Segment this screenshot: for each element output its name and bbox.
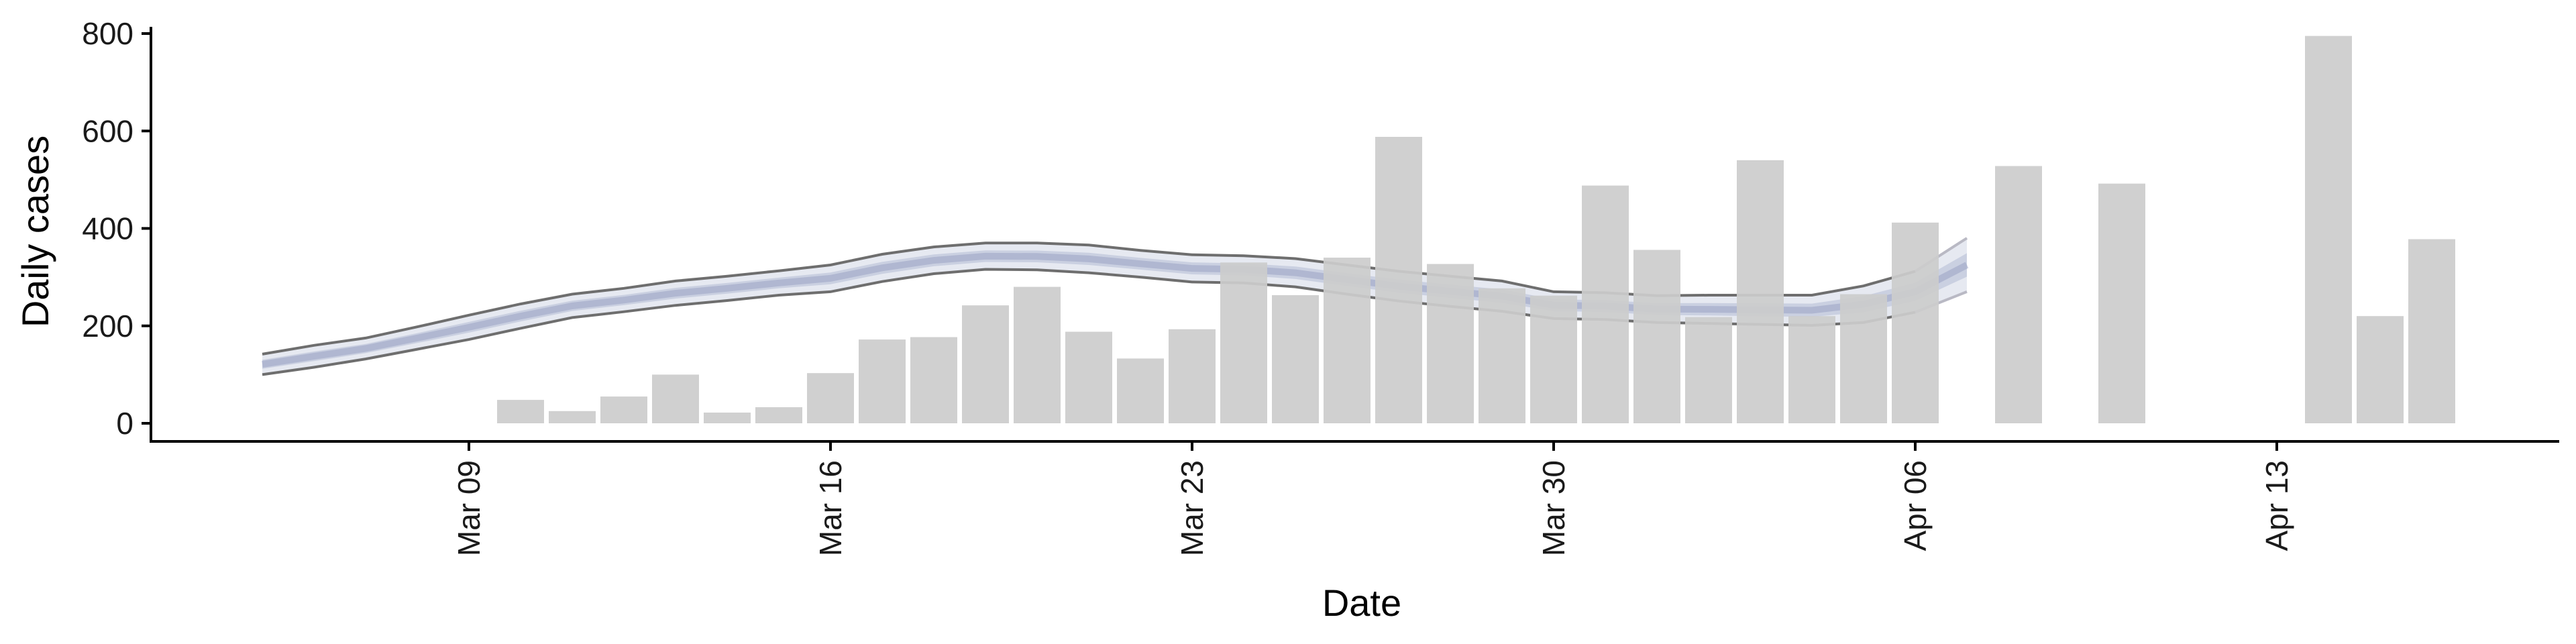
bar-2020-04-14 [2305, 36, 2352, 424]
bar-2020-03-28 [1427, 264, 1474, 423]
bar-2020-03-22 [1117, 358, 1164, 423]
bar-2020-03-16 [807, 373, 854, 423]
bar-2020-03-10 [497, 400, 544, 423]
x-axis-title: Date [1322, 582, 1401, 624]
bar-2020-03-18 [910, 337, 957, 423]
bar-2020-04-04 [1788, 316, 1835, 423]
x-tick-label-2020-03-23: Mar 23 [1175, 460, 1210, 556]
bar-2020-04-01 [1633, 250, 1680, 423]
axes-layer: 0 200 400 600 800 Mar 09 Mar 16 Mar 23 Mar 30 Apr… [82, 16, 2559, 556]
trend-median-line [262, 252, 1969, 368]
bar-2020-03-15 [755, 407, 802, 423]
bar-2020-03-30 [1530, 295, 1577, 423]
bar-2020-04-06 [1892, 222, 1939, 423]
bar-2020-03-12 [600, 396, 647, 423]
bar-2020-03-27 [1375, 137, 1422, 423]
bar-2020-04-05 [1840, 294, 1887, 423]
x-tick-label-2020-04-06: Apr 06 [1898, 460, 1933, 551]
bar-2020-03-21 [1065, 331, 1112, 423]
y-axis-title: Daily cases [14, 136, 56, 327]
bar-2020-04-08 [1995, 166, 2042, 423]
bar-2020-03-14 [704, 413, 751, 423]
bar-2020-04-03 [1737, 160, 1784, 424]
y-tick-label-400: 400 [82, 211, 133, 246]
bar-2020-03-23 [1169, 329, 1216, 423]
y-tick-label-800: 800 [82, 16, 133, 51]
bar-2020-03-20 [1014, 286, 1061, 423]
bar-2020-03-11 [549, 411, 596, 423]
bar-2020-04-16 [2408, 239, 2455, 423]
bar-2020-03-19 [962, 305, 1009, 423]
x-tick-label-2020-03-30: Mar 30 [1536, 460, 1571, 556]
bar-2020-03-13 [652, 374, 699, 423]
bar-2020-04-10 [2098, 183, 2145, 423]
bars-layer [497, 36, 2455, 424]
bar-2020-03-24 [1220, 262, 1267, 423]
x-tick-label-2020-03-16: Mar 16 [813, 460, 848, 556]
y-tick-label-200: 200 [82, 309, 133, 343]
y-tick-label-600: 600 [82, 113, 133, 148]
bar-2020-03-25 [1272, 295, 1319, 423]
bar-2020-03-26 [1324, 258, 1371, 423]
x-tick-label-2020-03-09: Mar 09 [451, 460, 486, 556]
bar-2020-04-15 [2357, 316, 2404, 423]
bar-2020-03-17 [859, 339, 906, 423]
y-tick-label-0: 0 [116, 406, 133, 441]
bar-2020-04-02 [1685, 317, 1732, 423]
x-tick-label-2020-04-13: Apr 13 [2259, 460, 2294, 551]
bar-2020-03-29 [1479, 288, 1525, 423]
bar-2020-03-31 [1582, 185, 1629, 423]
